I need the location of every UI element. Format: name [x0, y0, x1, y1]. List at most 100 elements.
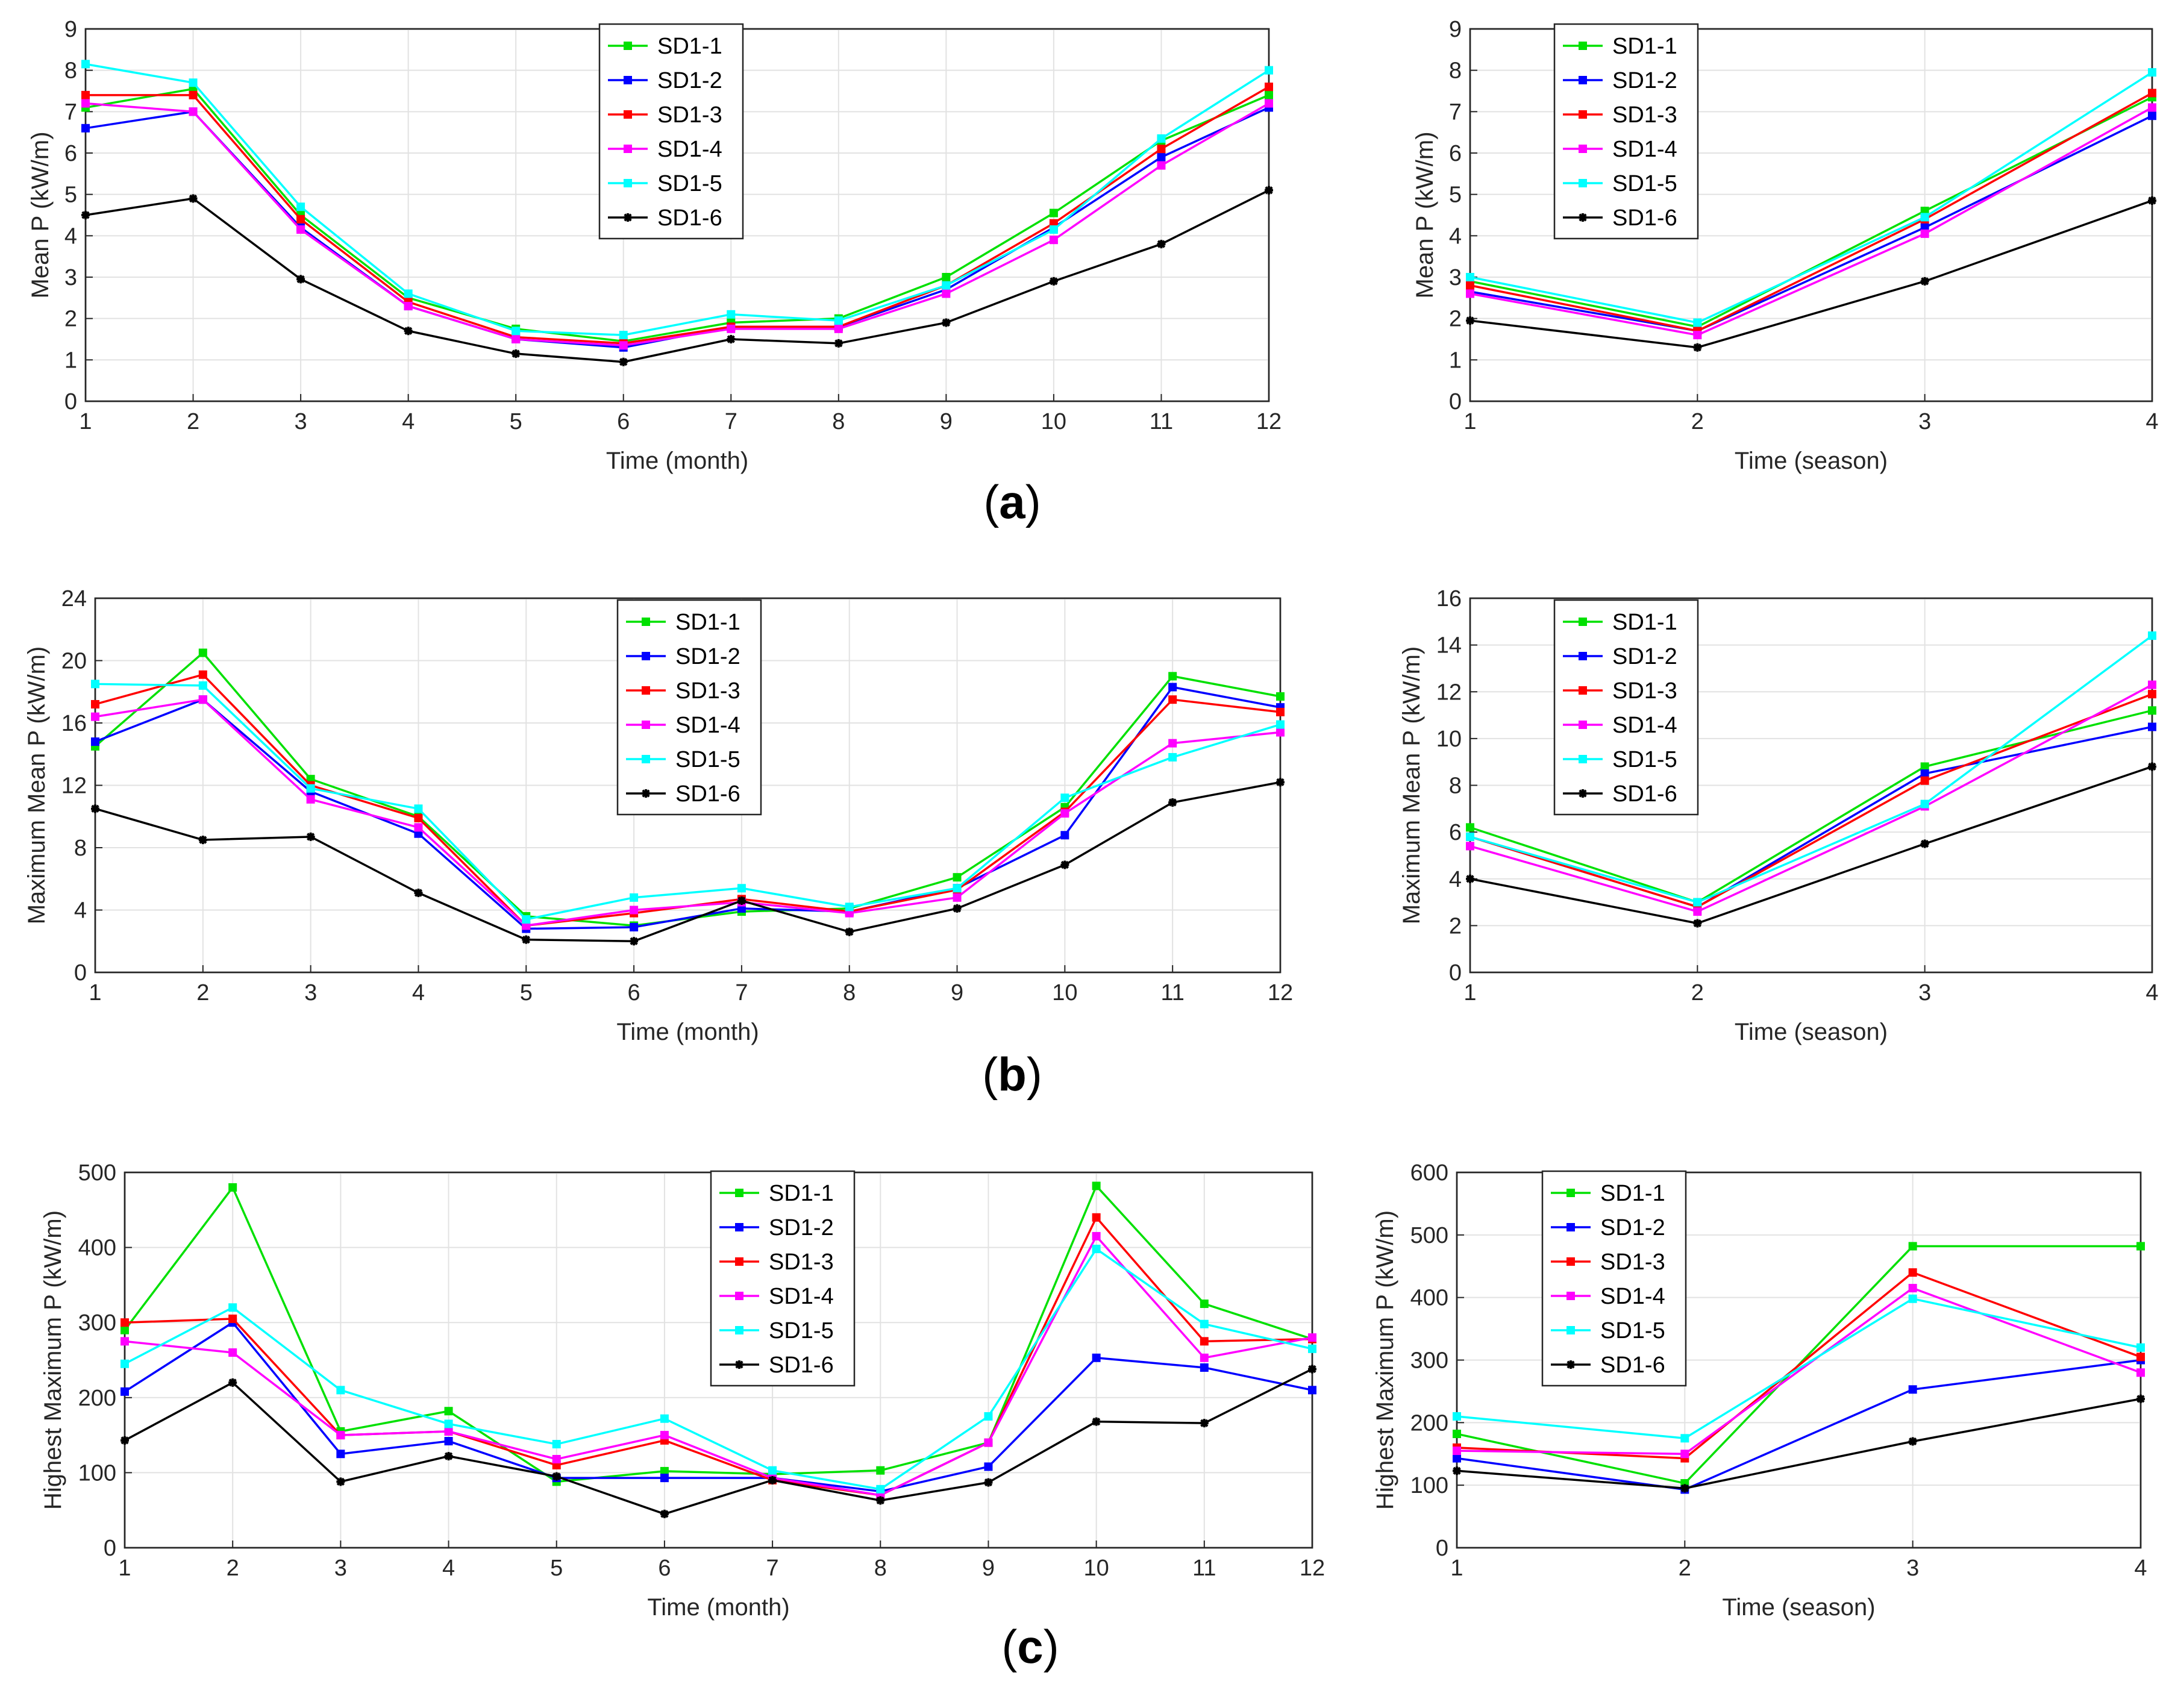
legend-label: SD1-1 [1600, 1181, 1665, 1206]
data-point [1680, 1484, 1689, 1493]
y-axis-label: Highest Maximum P (kW/m) [40, 1210, 66, 1510]
series-line [1469, 765, 2153, 925]
legend-label: SD1-6 [1600, 1353, 1665, 1378]
legend-entry: SD1-4 [1551, 1284, 1665, 1309]
data-point [735, 1189, 743, 1197]
series-SD1-5 [1466, 631, 2156, 907]
legend-entry: SD1-5 [1563, 747, 1677, 772]
series-line [85, 102, 1269, 347]
y-tick-label: 5 [1449, 183, 1462, 208]
x-tick-label: 12 [1256, 409, 1282, 434]
data-point [1920, 839, 1929, 848]
data-point [1453, 1412, 1461, 1421]
data-point [120, 1436, 129, 1445]
legend-entry: SD1-5 [1551, 1318, 1665, 1344]
data-point [1466, 842, 1474, 851]
x-tick-label: 4 [2134, 1556, 2147, 1581]
data-point [1908, 1268, 1917, 1277]
data-point [876, 1496, 885, 1505]
panel-label-a: (a) [983, 475, 1041, 528]
x-tick-label: 11 [1150, 409, 1173, 434]
data-point [1049, 225, 1058, 234]
x-tick-label: 4 [442, 1556, 455, 1581]
data-point [404, 289, 413, 298]
data-point [1466, 289, 1474, 298]
y-tick-label: 6 [1449, 141, 1462, 166]
y-tick-label: 2 [1449, 307, 1462, 332]
x-tick-label: 11 [1160, 980, 1184, 1006]
data-point [624, 179, 632, 187]
data-point [1466, 823, 1474, 832]
legend-box [1541, 1170, 1687, 1387]
data-point [1308, 1365, 1316, 1374]
data-point [1579, 179, 1587, 187]
legend-label: SD1-6 [1612, 205, 1677, 231]
legend: SD1-1 SD1-2 SD1-3 SD1-4 SD1-5 SD1-6 [1553, 23, 1699, 240]
data-point [1466, 273, 1474, 281]
legend-entry: SD1-5 [608, 171, 722, 196]
legend-label: SD1-5 [1600, 1318, 1665, 1344]
x-axis-label: Time (month) [647, 1594, 789, 1621]
data-point [1276, 720, 1285, 729]
data-point [336, 1450, 345, 1459]
x-tick-label: 5 [550, 1556, 563, 1581]
data-point [296, 202, 305, 211]
data-point [834, 324, 843, 333]
chart-c-season: 1 2 3 4 0 100 200 300 400 500 600 Time (season) High… [1372, 1160, 2147, 1621]
data-point [1680, 1434, 1689, 1443]
data-point [1049, 277, 1058, 286]
y-tick-label: 14 [1436, 633, 1462, 658]
data-point [552, 1472, 561, 1481]
data-point [624, 213, 632, 222]
data-point [1566, 1326, 1575, 1334]
legend-label: SD1-6 [675, 781, 740, 807]
y-tick-label: 6 [64, 141, 77, 166]
data-point [834, 316, 843, 325]
data-point [336, 1477, 345, 1486]
series-line [1469, 199, 2153, 349]
data-point [404, 327, 413, 336]
y-tick-label: 4 [1449, 867, 1462, 892]
data-point [1453, 1430, 1461, 1439]
y-tick-label: 2 [64, 307, 77, 332]
legend-label: SD1-2 [1612, 644, 1677, 669]
y-tick-label: 10 [1436, 727, 1462, 752]
y-tick-label: 3 [64, 265, 77, 290]
data-point [1276, 707, 1285, 716]
data-point [1265, 90, 1273, 99]
data-point [735, 1292, 743, 1300]
y-tick-label: 200 [1410, 1410, 1448, 1436]
data-point [1566, 1292, 1575, 1300]
legend-box [598, 23, 744, 240]
y-axis-label: Highest Maximum P (kW/m) [1372, 1210, 1398, 1510]
y-tick-label: 600 [1410, 1160, 1448, 1186]
series-line [1469, 693, 2153, 909]
x-tick-label: 3 [1906, 1556, 1919, 1581]
y-tick-label: 16 [61, 711, 87, 736]
data-point [1566, 1189, 1575, 1197]
data-point [1060, 860, 1069, 869]
legend-label: SD1-1 [1612, 34, 1677, 59]
data-point [768, 1475, 777, 1484]
y-tick-label: 4 [74, 898, 87, 924]
panel-label-b: (b) [982, 1048, 1042, 1101]
data-point [660, 1509, 669, 1518]
data-point [120, 1337, 129, 1346]
data-point [1693, 318, 1702, 327]
legend-entry: SD1-1 [626, 610, 740, 635]
x-tick-label: 7 [725, 409, 737, 434]
data-point [404, 302, 413, 311]
data-point [81, 99, 90, 108]
panel-label-c: (c) [1001, 1620, 1059, 1673]
series-line [1469, 709, 2153, 904]
data-point [727, 335, 736, 343]
data-point [1265, 66, 1273, 75]
legend-label: SD1-5 [1612, 171, 1677, 196]
data-point [120, 1359, 129, 1368]
series-SD1-6 [1466, 196, 2156, 352]
data-point [120, 1387, 129, 1396]
x-tick-label: 10 [1052, 980, 1077, 1006]
y-tick-label: 200 [78, 1386, 116, 1411]
y-tick-label: 100 [1410, 1473, 1448, 1498]
data-point [2136, 1242, 2145, 1251]
